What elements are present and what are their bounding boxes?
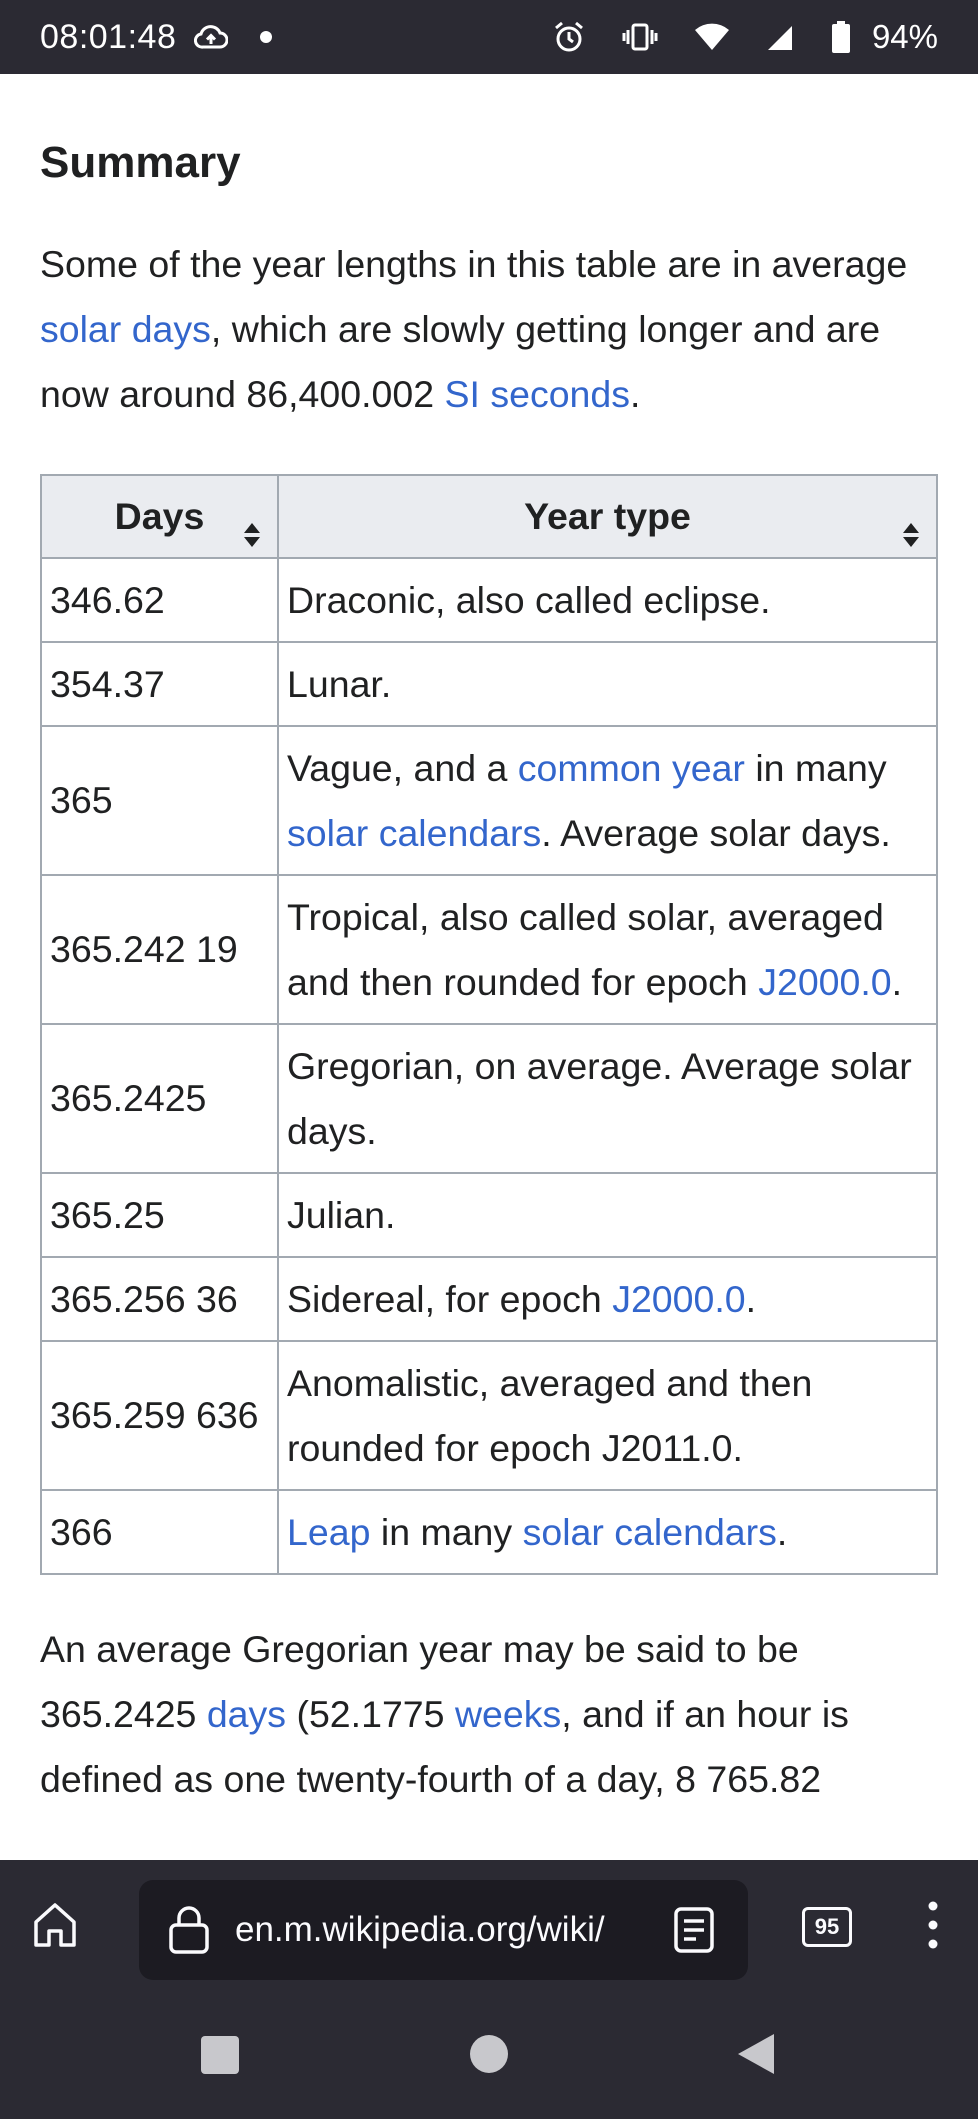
days-cell: 346.62 [40,556,279,643]
status-time: 08:01:48 [40,17,177,56]
year-type-text: . Average solar days. [541,811,891,854]
year-type-cell: Tropical, also called solar, averaged an… [277,873,938,1025]
browser-toolbar: en.m.wikipedia.org/wiki/ 95 [0,1860,978,1992]
year-type-cell: Julian. [277,1171,938,1258]
section-heading: Summary [40,138,241,187]
link-si-seconds[interactable]: SI seconds [444,372,631,415]
intro-text-3: . [630,372,641,415]
more-menu-icon[interactable] [926,1900,940,1950]
table-row: 346.62 Draconic, also called eclipse. [40,556,938,643]
year-type-text: Draconic, also called eclipse. [287,578,771,621]
year-type-cell: Lunar. [277,640,938,727]
intro-text-2: , which are slowly getting longer and ar… [40,307,881,415]
year-type-text: Vague, and a [287,746,518,789]
days-cell: 365.2425 [40,1022,279,1174]
link-weeks[interactable]: weeks [454,1692,562,1735]
battery-icon [831,21,850,53]
sort-icon [243,503,261,548]
reader-mode-icon[interactable] [674,1907,714,1953]
table-row: 365.259 636 Anomalistic, averaged and th… [40,1339,938,1491]
year-type-text: . [891,960,903,1003]
back-icon[interactable] [736,2032,776,2076]
year-type-text: Tropical, also called solar, averaged an… [287,895,884,1003]
table-row: 354.37 Lunar. [40,640,938,727]
column-header-days[interactable]: Days [40,473,279,559]
days-cell: 365.242 19 [40,873,279,1025]
link-common-year[interactable]: common year [517,746,745,789]
signal-icon [766,22,796,52]
year-type-text: Julian. [287,1193,396,1236]
table-row: 366 Leap in many solar calendars. [40,1488,938,1575]
year-type-text: Sidereal, for epoch [287,1277,613,1320]
year-lengths-table: Days Year type 346.62 Draconic, also cal… [40,473,938,1575]
status-icons: 94% [534,18,938,56]
column-header-year-type-label: Year type [524,494,691,537]
url-text[interactable]: en.m.wikipedia.org/wiki/ [235,1910,605,1949]
link-solar-calendars[interactable]: solar calendars [522,1510,777,1553]
lock-icon[interactable] [167,1905,211,1955]
outro-text-3: , and if an hour is defined as one twent… [40,1692,849,1800]
days-cell: 354.37 [40,640,279,727]
year-type-cell: Anomalistic, averaged and then rounded f… [277,1339,938,1491]
year-type-text: . [776,1510,788,1553]
table-row: 365.25 Julian. [40,1171,938,1258]
year-type-text: Lunar. [287,662,392,705]
status-bar: 08:01:48 94% [0,0,978,74]
link-leap[interactable]: Leap [287,1510,371,1553]
table-row: 365 Vague, and a common year in many sol… [40,724,938,876]
link-days[interactable]: days [206,1692,287,1735]
url-bar[interactable]: en.m.wikipedia.org/wiki/ [139,1880,748,1980]
column-header-year-type[interactable]: Year type [277,473,938,559]
vibrate-icon [622,21,658,53]
column-header-days-label: Days [114,494,205,537]
sort-icon [902,503,920,548]
link-solar-days[interactable]: solar days [40,307,211,350]
days-cell: 365 [40,724,279,876]
year-type-cell: Sidereal, for epoch J2000.0. [277,1255,938,1342]
intro-text-1: Some of the year lengths in this table a… [40,242,908,285]
table-row: 365.256 36 Sidereal, for epoch J2000.0. [40,1255,938,1342]
days-cell: 365.25 [40,1171,279,1258]
notification-dot-icon [260,31,273,43]
table-header-row: Days Year type [40,473,938,559]
year-type-text: in many [370,1510,523,1553]
tab-count: 95 [814,1914,840,1939]
cloud-upload-icon [194,24,229,50]
article-content[interactable]: Summary Some of the year lengths in this… [0,74,978,1860]
battery-percentage: 94% [871,18,938,55]
year-type-cell: Draconic, also called eclipse. [277,556,938,643]
link-solar-calendars[interactable]: solar calendars [287,811,542,854]
year-type-text: Anomalistic, averaged and then rounded f… [287,1361,813,1469]
days-cell: 365.259 636 [40,1339,279,1491]
year-type-text: Gregorian, on average. Average solar day… [287,1044,912,1152]
year-type-text: in many [744,746,887,789]
alarm-icon [552,20,586,54]
tabs-icon[interactable]: 95 [802,1907,852,1947]
wifi-icon [694,22,730,52]
link-j2000[interactable]: J2000.0 [758,960,892,1003]
outro-text-2: (52.1775 [286,1692,455,1735]
recent-apps-icon[interactable] [200,2035,240,2075]
android-nav-bar [0,1992,978,2119]
link-j2000[interactable]: J2000.0 [612,1277,746,1320]
year-type-text: . [745,1277,757,1320]
home-nav-icon[interactable] [469,2034,509,2074]
year-type-cell: Leap in many solar calendars. [277,1488,938,1575]
year-type-cell: Vague, and a common year in many solar c… [277,724,938,876]
days-cell: 366 [40,1488,279,1575]
outro-text-1: An average Gregorian year may be said to… [40,1627,799,1735]
intro-paragraph: Some of the year lengths in this table a… [40,232,938,427]
outro-paragraph: An average Gregorian year may be said to… [40,1617,938,1812]
table-row: 365.242 19 Tropical, also called solar, … [40,873,938,1025]
year-type-cell: Gregorian, on average. Average solar day… [277,1022,938,1174]
table-row: 365.2425 Gregorian, on average. Average … [40,1022,938,1174]
days-cell: 365.256 36 [40,1255,279,1342]
home-icon[interactable] [30,1900,80,1950]
